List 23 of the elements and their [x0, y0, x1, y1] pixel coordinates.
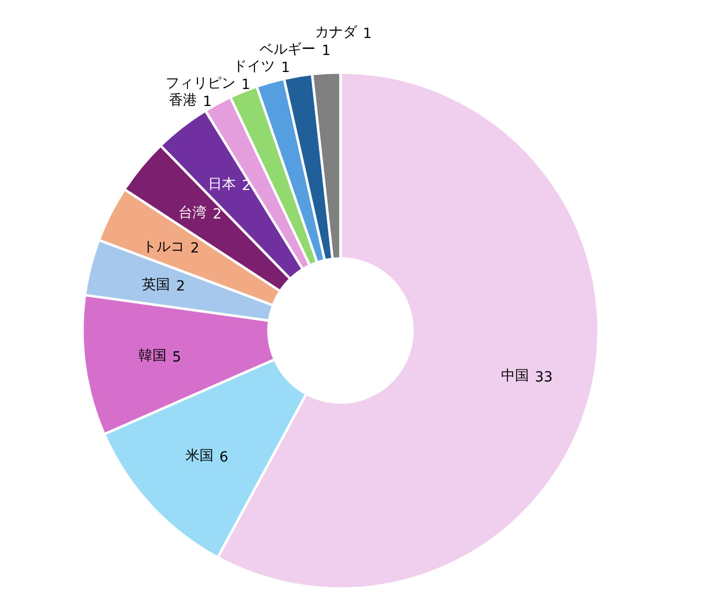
- slice-label: フィリピン: [165, 76, 236, 92]
- data-label: 1: [202, 94, 212, 110]
- data-label: 2: [212, 206, 222, 222]
- slice-label: ベルギー: [260, 42, 316, 58]
- data-label: 2: [190, 240, 200, 256]
- slice-label: カナダ: [314, 24, 358, 41]
- slice-label: ドイツ: [233, 58, 276, 75]
- data-label: 1: [362, 26, 372, 42]
- slice-label: 香港: [168, 92, 197, 109]
- data-label: 5: [172, 349, 182, 366]
- data-label: 1: [241, 77, 250, 94]
- data-label: 1: [322, 43, 331, 60]
- data-label: 2: [176, 278, 186, 295]
- slice-label: 中国: [500, 368, 529, 384]
- data-label: 1: [281, 60, 290, 76]
- slice-label: 日本: [208, 176, 236, 193]
- data-label: 33: [534, 369, 553, 386]
- data-label: 6: [219, 449, 228, 466]
- slice-label: トルコ: [142, 238, 184, 255]
- slice-label: 台湾: [178, 204, 207, 221]
- slice-label: 英国: [142, 277, 170, 294]
- slice-label: 米国: [185, 448, 214, 464]
- slice-label: 韓国: [138, 348, 166, 364]
